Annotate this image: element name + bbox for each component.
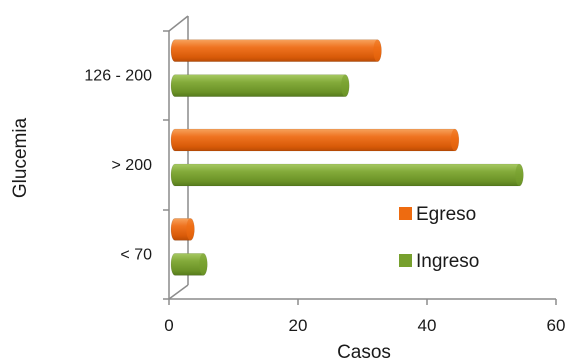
bar-ingreso-126-200 — [170, 74, 350, 97]
legend-swatch-egreso — [399, 207, 412, 220]
bar-egreso-200 — [170, 128, 460, 152]
bars — [170, 39, 524, 276]
bar-end-cap — [373, 39, 382, 62]
x-ticks — [168, 299, 557, 305]
bar-end-cap — [341, 74, 350, 97]
bar-ingreso-70 — [170, 253, 208, 276]
bar-body — [170, 163, 524, 187]
x-tick-label: 0 — [164, 316, 173, 335]
x-tick-label: 40 — [418, 316, 437, 335]
bar-egreso-126-200 — [170, 39, 382, 62]
bar-end-cap — [515, 164, 524, 187]
bottom-depth-line — [168, 284, 189, 300]
x-tick-label: 20 — [289, 316, 308, 335]
legend-swatch-ingreso — [399, 254, 412, 267]
y-tick-label: > 200 — [112, 157, 153, 174]
legend-label-ingreso: Ingreso — [416, 251, 479, 272]
bar-ingreso-200 — [170, 163, 524, 187]
y-axis-title: Glucemia — [10, 117, 31, 198]
bar-end-cap — [186, 218, 195, 241]
legend: Egreso Ingreso — [399, 204, 479, 272]
top-depth-line — [168, 15, 189, 32]
x-tick-labels: 0 20 40 60 — [164, 316, 565, 335]
y-tick-label: 126 - 200 — [84, 68, 152, 85]
bar-body — [170, 39, 382, 62]
bar-body — [170, 74, 350, 97]
y-tick-labels: < 70 > 200 126 - 200 — [84, 68, 152, 264]
bar-body — [170, 128, 460, 152]
y-tick-label: < 70 — [120, 246, 152, 263]
legend-label-egreso: Egreso — [416, 204, 476, 225]
bar-end-cap — [199, 253, 208, 276]
x-axis-title: Casos — [337, 342, 391, 363]
bar-egreso-70 — [170, 218, 195, 241]
bar-end-cap — [450, 129, 459, 152]
x-tick-label: 60 — [547, 316, 566, 335]
